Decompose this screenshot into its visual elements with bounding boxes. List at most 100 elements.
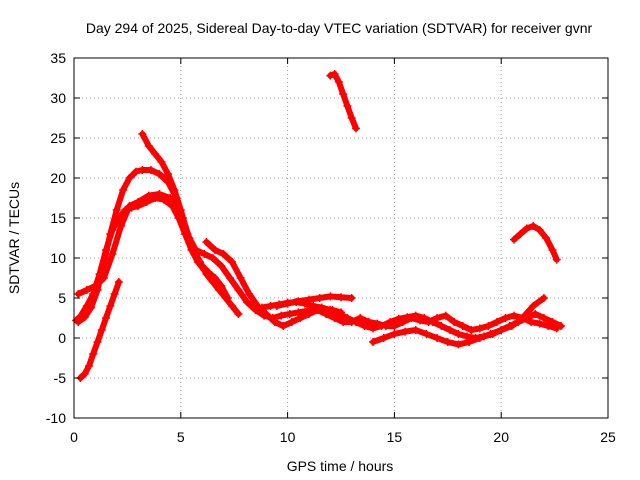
data-point bbox=[501, 314, 510, 322]
data-point bbox=[234, 286, 243, 294]
data-point bbox=[465, 338, 474, 346]
data-point bbox=[433, 314, 442, 322]
series-arc-8 bbox=[272, 292, 356, 310]
data-point bbox=[125, 174, 134, 182]
data-point bbox=[497, 326, 506, 334]
data-point bbox=[84, 362, 93, 370]
data-point bbox=[411, 311, 420, 320]
data-point bbox=[475, 334, 484, 342]
data-point bbox=[196, 258, 205, 266]
data-point bbox=[262, 310, 271, 318]
data-point bbox=[225, 274, 234, 282]
data-point bbox=[529, 302, 538, 310]
series-line bbox=[77, 279, 122, 381]
data-point bbox=[330, 314, 339, 322]
data-point bbox=[507, 322, 516, 330]
data-point bbox=[215, 286, 224, 294]
y-tick-label: 25 bbox=[50, 130, 66, 146]
data-point bbox=[351, 318, 360, 326]
data-point bbox=[422, 330, 431, 338]
data-point bbox=[339, 90, 348, 98]
data-point bbox=[119, 186, 128, 194]
data-point bbox=[163, 170, 172, 178]
x-tick-label: 5 bbox=[177, 429, 185, 445]
data-point bbox=[394, 314, 403, 323]
data-point bbox=[257, 303, 266, 312]
data-point bbox=[243, 298, 252, 306]
data-point bbox=[326, 71, 335, 80]
data-point bbox=[548, 318, 557, 326]
series-line bbox=[511, 223, 560, 263]
data-point bbox=[527, 318, 536, 326]
data-point bbox=[279, 322, 288, 330]
series-line bbox=[139, 131, 242, 317]
data-point bbox=[114, 278, 123, 286]
data-point bbox=[475, 324, 484, 333]
data-point bbox=[228, 258, 237, 266]
y-tick-label: 20 bbox=[50, 170, 66, 186]
data-point bbox=[202, 238, 211, 246]
data-point bbox=[97, 326, 106, 334]
y-axis-label: SDTVAR / TECUs bbox=[6, 182, 22, 294]
data-point bbox=[294, 297, 303, 306]
data-point bbox=[210, 246, 219, 254]
data-point bbox=[437, 322, 446, 330]
data-point bbox=[351, 124, 360, 133]
y-tick-label: -10 bbox=[46, 410, 66, 426]
data-point bbox=[138, 130, 147, 138]
x-tick-label: 20 bbox=[493, 429, 509, 445]
data-point bbox=[304, 310, 313, 318]
data-point bbox=[155, 170, 164, 178]
data-point bbox=[116, 222, 125, 230]
data-point bbox=[454, 330, 463, 338]
data-point bbox=[552, 255, 561, 264]
data-point bbox=[492, 318, 501, 326]
series-line bbox=[203, 239, 560, 333]
data-point bbox=[234, 310, 243, 318]
data-point bbox=[379, 334, 388, 342]
data-point bbox=[467, 326, 476, 334]
data-point bbox=[208, 278, 217, 286]
data-point bbox=[539, 294, 548, 302]
data-point bbox=[334, 310, 343, 318]
data-point bbox=[217, 262, 226, 270]
data-point bbox=[401, 327, 410, 336]
y-tick-label: 15 bbox=[50, 210, 66, 226]
data-point bbox=[522, 224, 531, 233]
data-point bbox=[221, 294, 230, 302]
data-point bbox=[428, 318, 437, 326]
series-arc-11 bbox=[510, 222, 561, 264]
series-arc-9 bbox=[369, 294, 548, 349]
data-point bbox=[486, 330, 495, 338]
data-point bbox=[557, 322, 566, 330]
data-point bbox=[463, 332, 472, 341]
data-point bbox=[272, 302, 281, 310]
data-point bbox=[294, 308, 303, 317]
data-point bbox=[106, 230, 115, 238]
data-point bbox=[539, 314, 548, 322]
data-point bbox=[343, 102, 352, 110]
data-point bbox=[441, 311, 450, 320]
data-point bbox=[74, 318, 83, 326]
data-point bbox=[110, 290, 119, 298]
data-point bbox=[454, 340, 463, 349]
data-point bbox=[208, 254, 217, 262]
series-arc-5 bbox=[138, 130, 243, 318]
data-point bbox=[166, 194, 175, 202]
x-tick-label: 0 bbox=[70, 429, 78, 445]
data-point bbox=[326, 306, 335, 314]
data-point bbox=[544, 322, 553, 330]
data-point bbox=[356, 314, 365, 322]
data-point bbox=[183, 230, 192, 238]
x-tick-label: 10 bbox=[280, 429, 296, 445]
data-point bbox=[80, 313, 89, 322]
data-point bbox=[369, 324, 378, 333]
y-tick-label: -5 bbox=[54, 370, 67, 386]
y-tick-label: 0 bbox=[58, 330, 66, 346]
data-point bbox=[516, 230, 525, 238]
data-point bbox=[510, 311, 519, 320]
series-arc-6 bbox=[202, 238, 561, 334]
data-point bbox=[157, 158, 166, 166]
data-point bbox=[219, 250, 228, 258]
data-point bbox=[106, 302, 115, 310]
